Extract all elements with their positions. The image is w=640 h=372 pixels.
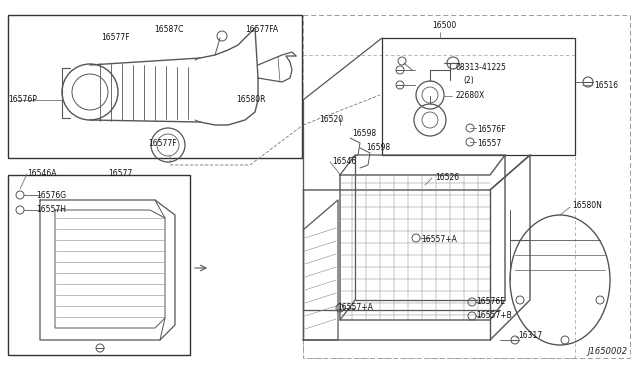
Text: 16577F: 16577F <box>148 138 177 148</box>
Text: 16587C: 16587C <box>154 26 184 35</box>
Text: 16576F: 16576F <box>477 125 506 135</box>
Bar <box>303 55 575 358</box>
Text: 16500: 16500 <box>432 20 456 29</box>
Text: 08313-41225: 08313-41225 <box>455 64 506 73</box>
Bar <box>382 38 575 155</box>
Text: (2): (2) <box>463 76 474 84</box>
Text: 16546A: 16546A <box>27 170 56 179</box>
Text: 16557+A: 16557+A <box>337 302 373 311</box>
Text: 16577: 16577 <box>108 170 132 179</box>
Text: 16577F: 16577F <box>101 32 130 42</box>
Text: 16580R: 16580R <box>236 96 266 105</box>
Text: 16577FA: 16577FA <box>245 26 278 35</box>
Text: J1650002: J1650002 <box>588 347 628 356</box>
Text: 16598: 16598 <box>352 129 376 138</box>
Text: 16546: 16546 <box>332 157 356 166</box>
Text: 16317: 16317 <box>518 331 542 340</box>
Bar <box>303 15 630 358</box>
Text: 16598: 16598 <box>366 144 390 153</box>
Text: 16576G: 16576G <box>36 192 66 201</box>
Text: 16580N: 16580N <box>572 201 602 209</box>
Text: 22680X: 22680X <box>455 92 484 100</box>
Bar <box>8 15 302 158</box>
Text: 16576E: 16576E <box>476 298 505 307</box>
Text: 16576P: 16576P <box>8 96 37 105</box>
Text: 16520: 16520 <box>319 115 343 124</box>
Text: 16526: 16526 <box>435 173 459 182</box>
Text: 16557: 16557 <box>477 140 501 148</box>
Text: 16557H: 16557H <box>36 205 66 215</box>
Text: 16557+B: 16557+B <box>476 311 512 321</box>
Text: 16516: 16516 <box>594 80 618 90</box>
Text: 16557+A: 16557+A <box>421 234 457 244</box>
Bar <box>8 175 190 355</box>
